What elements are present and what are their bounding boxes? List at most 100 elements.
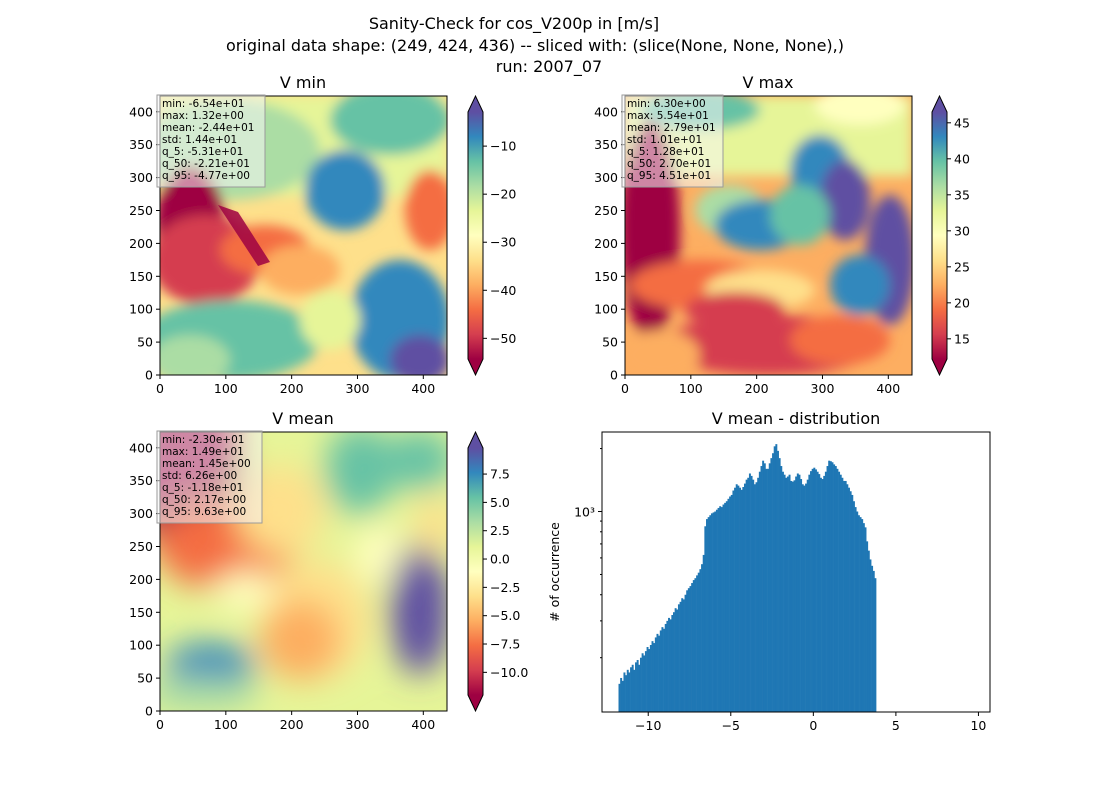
colorbar-tick-label: −5.0: [490, 608, 520, 623]
histogram-bar: [727, 498, 730, 712]
histogram-bar: [720, 507, 723, 712]
histogram-bar: [684, 594, 687, 712]
v-mean-stat-max: max: 1.49e+01: [162, 446, 244, 458]
v-mean-stat-min: min: -2.30e+01: [162, 434, 244, 446]
histogram-bar: [671, 615, 674, 712]
histogram-bar: [674, 608, 677, 712]
histogram-bar: [636, 659, 639, 712]
histogram-bar: [664, 623, 667, 712]
v-max-stat-mean: mean: 2.79e+01: [627, 122, 716, 134]
x-tick-label: 300: [346, 717, 370, 732]
x-tick-label: 200: [280, 381, 304, 396]
colorbar-tick-label: −30: [490, 235, 516, 250]
histogram-bar: [630, 667, 633, 712]
histogram-bar: [793, 480, 796, 712]
y-tick-label: 200: [594, 236, 618, 251]
y-tick-label: 250: [594, 203, 618, 218]
histogram-bar: [857, 515, 860, 712]
histogram-title: V mean - distribution: [712, 409, 881, 428]
histogram-bar: [710, 513, 713, 712]
histogram-bar: [748, 473, 751, 712]
v-min-axis-ticks: 0 100 200 300 400 0 50 100 150 200 250 300 350 400: [129, 104, 435, 396]
y-tick-label: 100: [129, 302, 153, 317]
histogram-bar: [829, 461, 832, 712]
histogram-axes-frame: [601, 431, 991, 713]
v-min-stat-mean: mean: -2.44e+01: [162, 122, 254, 134]
histogram-bar: [702, 554, 705, 712]
x-tick-label: 0: [621, 381, 629, 396]
v-max-heatmap: [625, 96, 912, 375]
histogram-bar: [742, 486, 745, 712]
y-tick-label: 200: [129, 236, 153, 251]
histogram-bar: [869, 559, 872, 712]
histogram-bar: [788, 474, 791, 712]
v-mean-stat-q5: q_5: -1.18e+01: [162, 482, 243, 494]
v-max-stat-q5: q_5: 1.28e+01: [627, 146, 704, 158]
histogram-bar: [816, 471, 819, 712]
y-tick-label: 350: [129, 473, 153, 488]
histogram-bar: [871, 565, 874, 712]
v-min-stat-min: min: -6.54e+01: [162, 98, 244, 110]
y-tick-label: 250: [129, 203, 153, 218]
histogram-bar: [841, 477, 844, 712]
histogram-bar: [861, 519, 864, 712]
histogram-bar: [859, 517, 862, 712]
histogram-bar: [813, 467, 816, 712]
v-min-stat-q95: q_95: -4.77e+00: [162, 170, 250, 182]
x-tick-label: 5: [892, 718, 900, 733]
v-mean-axis-ticks: 0 100 200 300 400 0 50 100 150 200 250 300 350 400: [129, 440, 435, 732]
y-tick-label: 100: [594, 302, 618, 317]
v-max-axis-ticks: 0 100 200 300 400 0 50 100 150 200 250 300 350 400: [594, 104, 900, 396]
x-tick-label: 200: [745, 381, 769, 396]
histogram-bar: [677, 604, 680, 712]
panel-v-mean-title: V mean: [272, 409, 333, 428]
histogram-bar: [668, 617, 670, 712]
histogram-bar: [758, 471, 761, 712]
histogram-bar: [707, 517, 710, 712]
histogram-bar: [849, 491, 852, 712]
histogram-bar: [626, 669, 629, 712]
y-tick-label: 0: [145, 368, 153, 383]
x-tick-label: 100: [214, 381, 238, 396]
y-tick-label: 50: [137, 671, 153, 686]
y-tick-label: 100: [129, 638, 153, 653]
figure-title-line-2: original data shape: (249, 424, 436) -- …: [226, 36, 844, 55]
histogram-bar: [843, 480, 846, 712]
histogram-bar: [796, 473, 799, 712]
histogram-bar: [714, 511, 717, 712]
histogram-bar: [785, 477, 788, 712]
histogram-bar: [666, 620, 669, 712]
histogram-bar: [719, 506, 722, 712]
histogram-bar: [681, 598, 684, 712]
histogram-bar: [844, 480, 847, 712]
histogram-bars: [618, 444, 877, 712]
histogram-bar: [864, 527, 867, 712]
histogram-bar: [762, 460, 765, 712]
colorbar-tick-label: 45: [954, 115, 970, 130]
colorbar-tick-label: −10: [490, 139, 516, 154]
histogram-bar: [800, 479, 803, 712]
x-tick-label: 400: [411, 717, 435, 732]
histogram-bar: [706, 519, 708, 712]
panel-v-max-title: V max: [743, 73, 794, 92]
histogram-bar: [760, 466, 763, 712]
histogram-bar: [623, 672, 626, 712]
colorbar-tick-label: −2.5: [490, 580, 520, 595]
histogram-bar: [633, 669, 636, 712]
histogram-bar: [649, 645, 652, 712]
histogram-bar: [631, 664, 634, 712]
histogram-bar: [818, 474, 821, 712]
colorbar-tick-label: 25: [954, 259, 970, 274]
histogram-bar: [732, 490, 735, 712]
y-tick-label: 300: [129, 170, 153, 185]
histogram-bar: [689, 586, 692, 712]
histogram-bar: [635, 662, 637, 712]
v-min-stats-box: min: -6.54e+01 max: 1.32e+00 mean: -2.44…: [156, 94, 266, 188]
histogram-bar: [676, 609, 679, 712]
x-tick-label: −5: [722, 718, 740, 733]
y-tick-label: 350: [594, 137, 618, 152]
histogram-bar: [866, 541, 869, 712]
colorbar-tick-label: −20: [490, 187, 516, 202]
histogram-bar: [644, 651, 647, 712]
